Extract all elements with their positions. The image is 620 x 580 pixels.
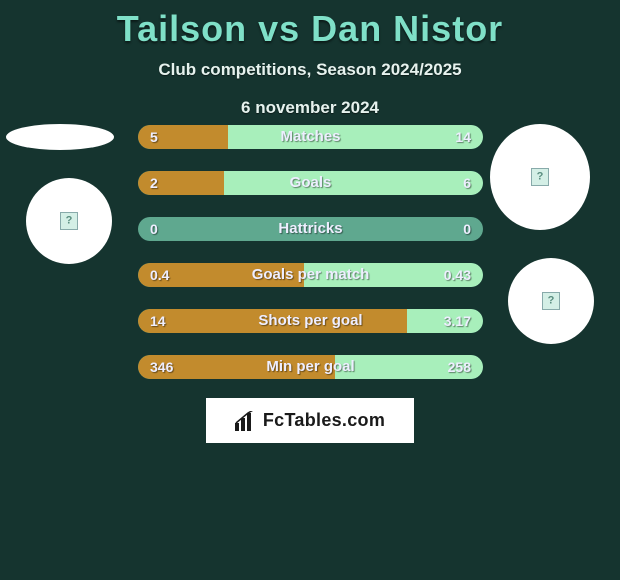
comparison-chart: 5 14 Matches 2 6 Goals 0 0 Hattricks 0.4 0.43 Goals… [138, 125, 483, 401]
value-right: 258 [448, 355, 471, 379]
stat-label: Hattricks [278, 217, 342, 241]
stat-label: Goals [290, 171, 332, 195]
value-left: 346 [150, 355, 173, 379]
decor-ellipse-left [6, 124, 114, 150]
value-left: 0.4 [150, 263, 169, 287]
stat-row: 0.4 0.43 Goals per match [138, 263, 483, 287]
value-right: 0.43 [444, 263, 471, 287]
value-right: 14 [455, 125, 471, 149]
placeholder-icon [60, 212, 78, 230]
stat-row: 0 0 Hattricks [138, 217, 483, 241]
value-left: 2 [150, 171, 158, 195]
subtitle: Club competitions, Season 2024/2025 [0, 60, 620, 80]
bar-right [228, 125, 483, 149]
brand-text: FcTables.com [263, 410, 385, 431]
decor-circle-left [26, 178, 112, 264]
stat-row: 346 258 Min per goal [138, 355, 483, 379]
value-left: 14 [150, 309, 166, 333]
stat-label: Goals per match [252, 263, 370, 287]
stat-label: Min per goal [266, 355, 354, 379]
bar-right [224, 171, 483, 195]
value-right: 6 [463, 171, 471, 195]
stat-label: Matches [280, 125, 340, 149]
value-right: 0 [463, 217, 471, 241]
decor-circle-right-2 [508, 258, 594, 344]
stat-label: Shots per goal [258, 309, 362, 333]
date-text: 6 november 2024 [0, 98, 620, 118]
placeholder-icon [531, 168, 549, 186]
page-title: Tailson vs Dan Nistor [0, 8, 620, 50]
brand-bars-icon [235, 411, 257, 431]
placeholder-icon [542, 292, 560, 310]
stat-row: 5 14 Matches [138, 125, 483, 149]
stat-row: 14 3.17 Shots per goal [138, 309, 483, 333]
stat-row: 2 6 Goals [138, 171, 483, 195]
value-left: 0 [150, 217, 158, 241]
brand-badge: FcTables.com [206, 398, 414, 443]
value-right: 3.17 [444, 309, 471, 333]
decor-circle-right-1 [490, 124, 590, 230]
value-left: 5 [150, 125, 158, 149]
